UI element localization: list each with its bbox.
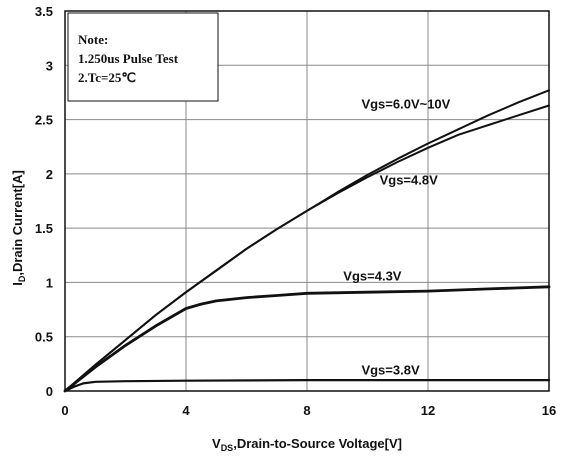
series-line xyxy=(63,285,551,393)
x-tick-label: 4 xyxy=(182,403,190,418)
y-axis-label-subscript: D xyxy=(17,275,27,282)
y-tick-label: 2 xyxy=(46,167,53,182)
y-tick-label: 1.5 xyxy=(35,221,53,236)
curve-labels: Vgs=6.0V~10V Vgs=4.8V Vgs=4.3V Vgs=3.8V xyxy=(343,97,450,378)
x-axis-label-rest: ,Drain-to-Source Voltage[V] xyxy=(233,436,402,451)
y-tick-label: 2.5 xyxy=(35,113,53,128)
note-line-1: 1.250us Pulse Test xyxy=(78,51,179,66)
x-tick-label: 0 xyxy=(61,403,68,418)
curves xyxy=(63,89,551,393)
y-tick-label: 3.5 xyxy=(35,4,53,19)
y-axis-label: ID,Drain Current[A] xyxy=(10,170,27,286)
curve-label: Vgs=4.3V xyxy=(343,268,402,283)
y-axis-label-main: I xyxy=(10,282,25,286)
y-tick-label: 0 xyxy=(46,384,53,399)
note-box: Note: 1.250us Pulse Test 2.Tc=25℃ xyxy=(67,12,219,102)
x-axis-label-subscript: DS xyxy=(221,443,234,453)
note-title: Note: xyxy=(78,32,108,47)
x-axis-label-main: V xyxy=(212,436,221,451)
series-line xyxy=(64,104,550,392)
y-tick-labels: 0 0.5 1 1.5 2 2.5 3 3.5 xyxy=(35,4,53,399)
note-line-2: 2.Tc=25℃ xyxy=(78,70,136,85)
x-tick-labels: 0 4 8 12 16 xyxy=(61,403,556,418)
x-tick-label: 16 xyxy=(542,403,556,418)
note-frame xyxy=(67,12,219,102)
curve-label: Vgs=4.8V xyxy=(380,173,439,188)
x-tick-label: 12 xyxy=(421,403,435,418)
y-tick-label: 1 xyxy=(46,275,53,290)
curve-label: Vgs=6.0V~10V xyxy=(361,97,450,112)
curve-label: Vgs=3.8V xyxy=(361,363,420,378)
y-axis-label-rest: ,Drain Current[A] xyxy=(10,170,25,275)
y-tick-label: 0.5 xyxy=(35,330,53,345)
x-axis-label: VDS,Drain-to-Source Voltage[V] xyxy=(212,436,402,453)
y-tick-label: 3 xyxy=(46,58,53,73)
plot-frame xyxy=(64,10,550,392)
x-tick-label: 8 xyxy=(303,403,310,418)
series-line xyxy=(63,379,551,393)
